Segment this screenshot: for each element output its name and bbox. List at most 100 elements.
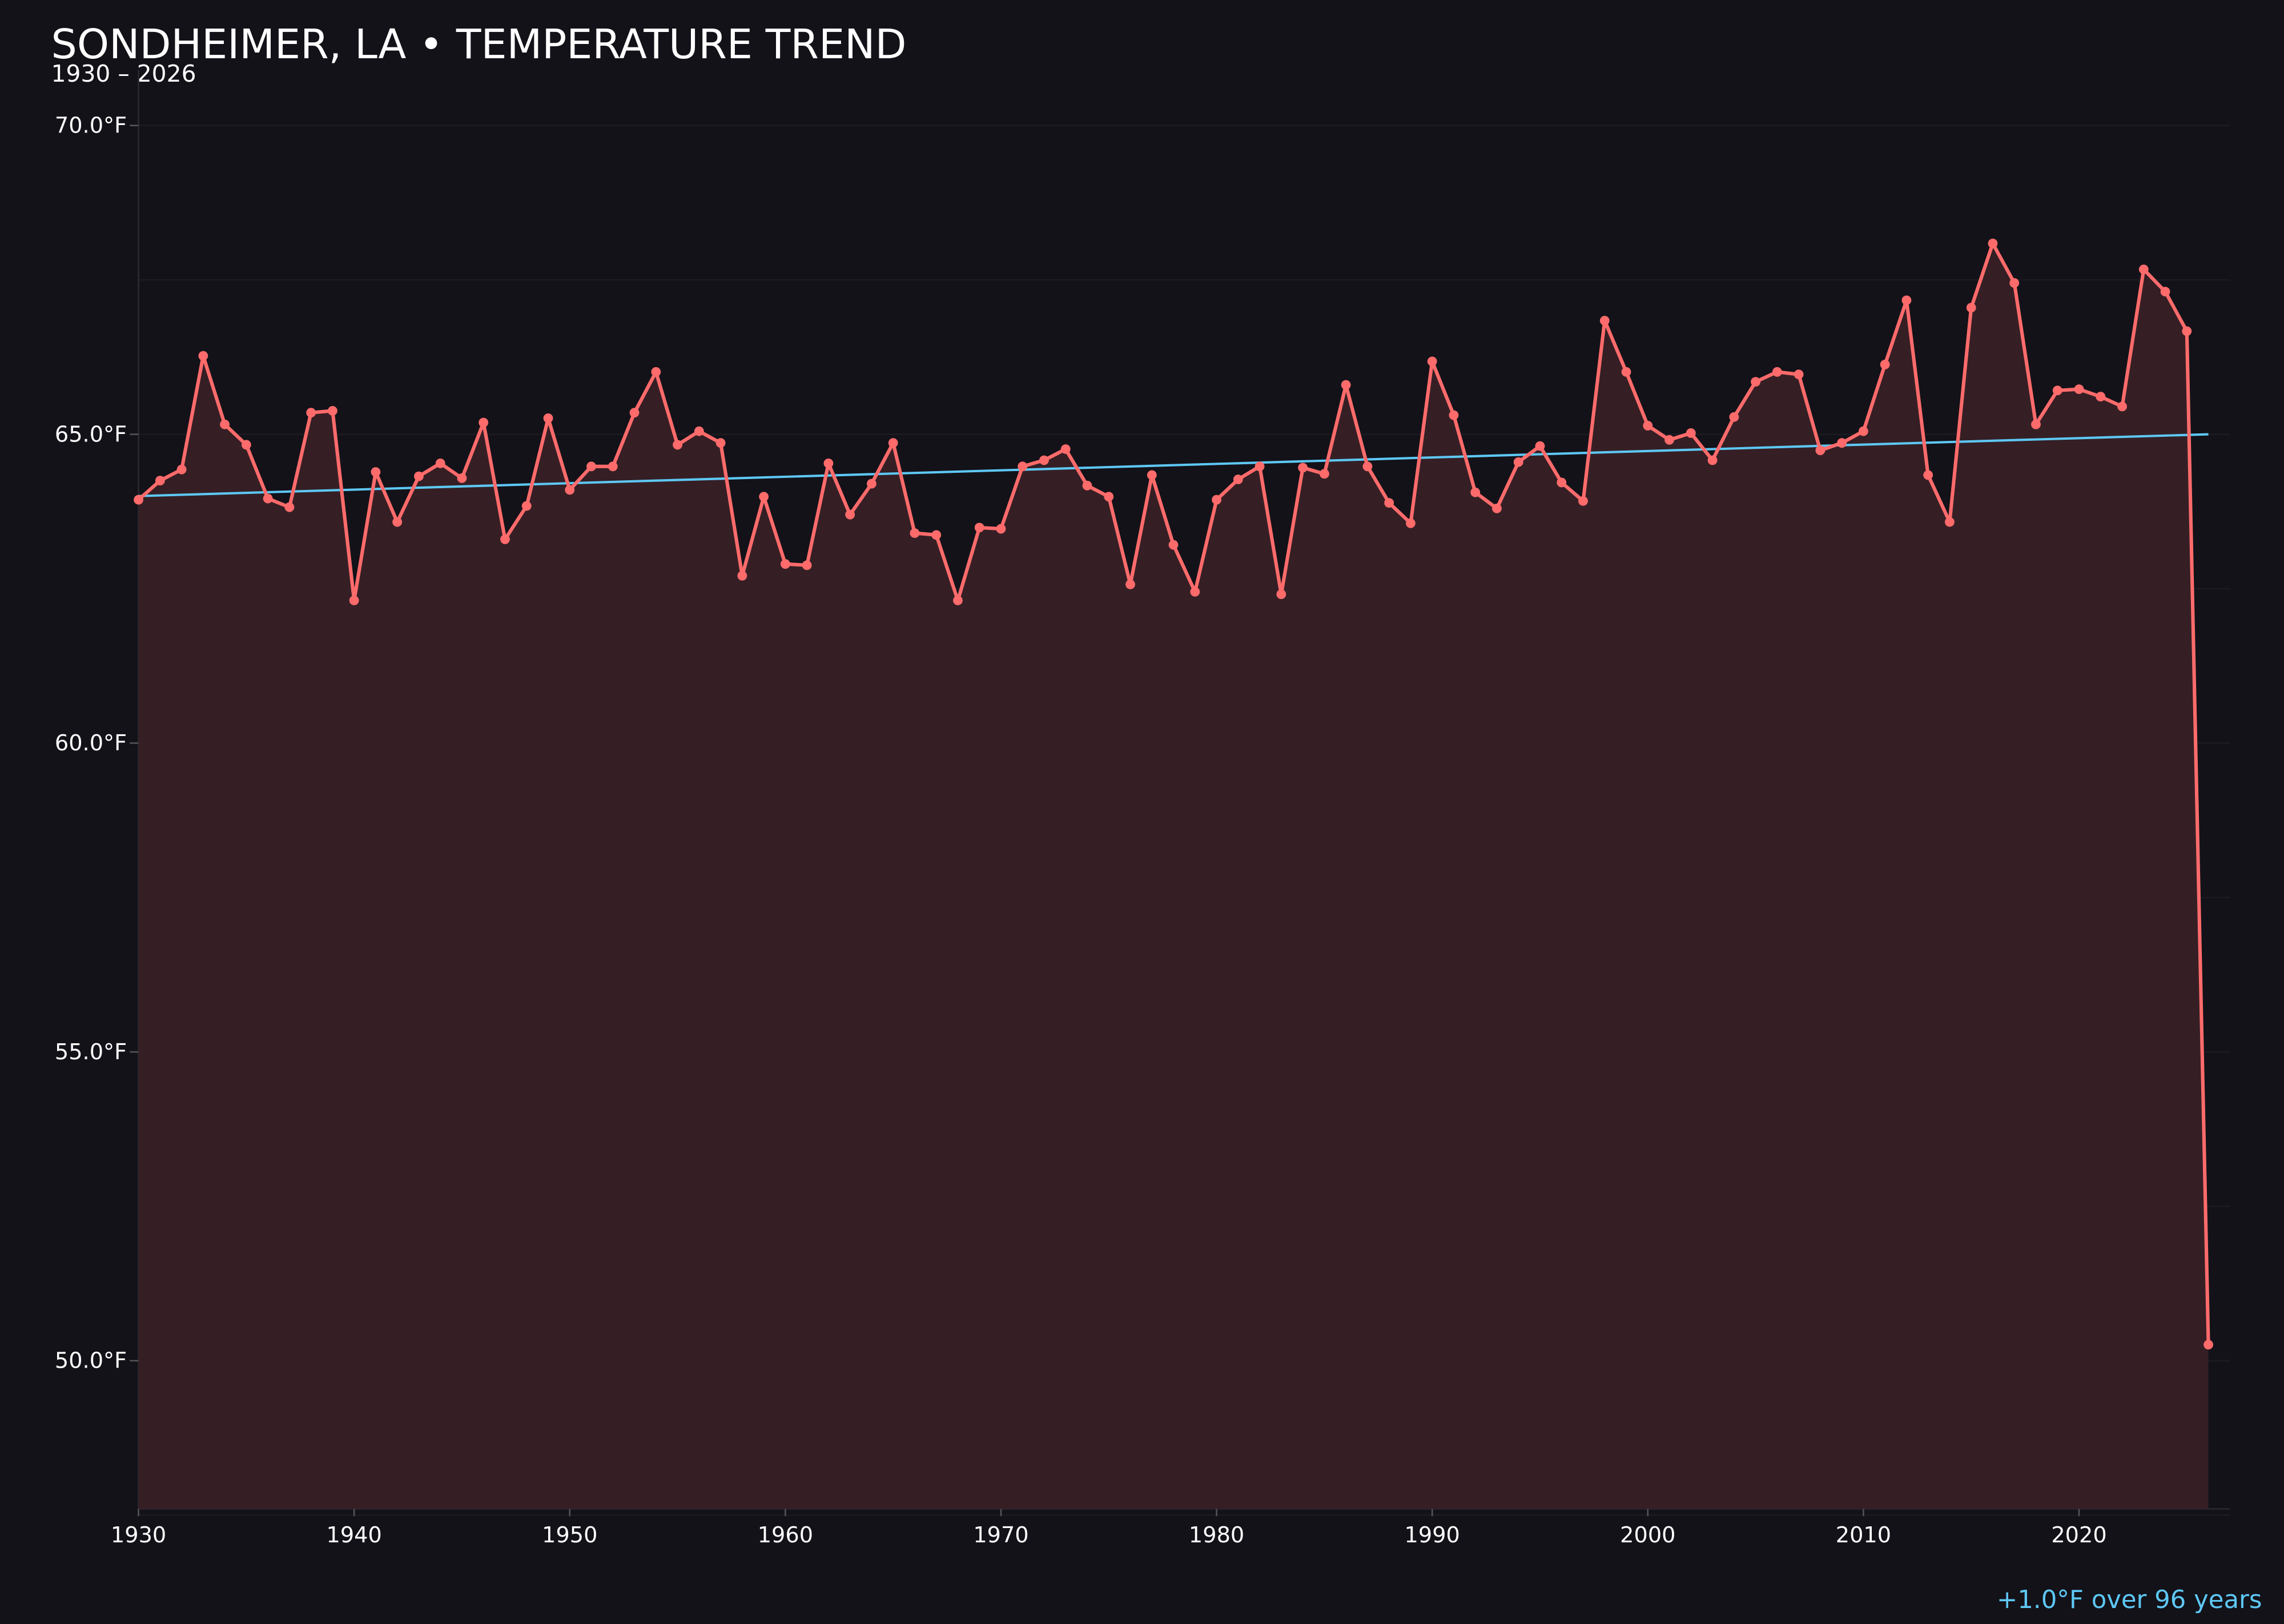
- data-point: [2160, 287, 2170, 297]
- x-tick-label: 1960: [758, 1522, 813, 1548]
- data-point: [1125, 579, 1135, 589]
- x-tick-label: 1930: [111, 1522, 166, 1548]
- x-tick-label: 1940: [327, 1522, 382, 1548]
- y-tick-label: 60.0°F: [55, 730, 127, 756]
- data-point: [888, 438, 898, 448]
- data-point: [1470, 487, 1481, 497]
- data-point: [2009, 278, 2020, 288]
- data-point: [845, 509, 855, 520]
- data-point: [1384, 498, 1394, 508]
- data-point: [306, 408, 316, 418]
- data-point: [176, 464, 187, 475]
- plot-area: [134, 238, 2214, 1509]
- data-point: [2052, 385, 2062, 396]
- y-tick-label: 55.0°F: [55, 1039, 127, 1065]
- x-tick-label: 2020: [2051, 1522, 2106, 1548]
- trend-line: [138, 433, 2209, 497]
- data-point: [1859, 426, 1868, 436]
- data-point: [1751, 377, 1761, 387]
- data-point: [478, 417, 489, 428]
- data-point: [1492, 503, 1502, 513]
- data-point: [629, 408, 640, 418]
- data-point: [2031, 419, 2041, 429]
- data-point: [1621, 367, 1631, 377]
- data-point: [780, 559, 790, 569]
- data-point: [1341, 380, 1351, 390]
- data-point: [1578, 496, 1588, 506]
- data-point: [521, 501, 532, 511]
- data-point: [1039, 455, 1049, 465]
- data-point: [2096, 392, 2106, 402]
- data-point: [1190, 586, 1200, 597]
- data-point: [565, 485, 575, 495]
- data-point: [1018, 461, 1028, 472]
- data-point: [349, 596, 359, 605]
- y-tick-label: 65.0°F: [55, 421, 127, 447]
- x-tick-label: 2000: [1620, 1522, 1675, 1548]
- data-point: [673, 440, 683, 450]
- data-point: [241, 440, 251, 450]
- data-point: [1557, 477, 1567, 488]
- data-point: [134, 495, 144, 505]
- data-point: [2138, 264, 2149, 275]
- data-point: [1082, 480, 1092, 491]
- data-point: [1988, 238, 1998, 248]
- data-point: [1923, 470, 1933, 480]
- data-point: [1880, 359, 1890, 369]
- data-point: [457, 473, 467, 483]
- data-point: [414, 471, 424, 481]
- data-point: [737, 570, 747, 581]
- data-point: [910, 528, 920, 538]
- data-point: [802, 560, 812, 570]
- data-point: [543, 413, 553, 423]
- data-point: [1901, 295, 1912, 305]
- y-tick-label: 50.0°F: [55, 1348, 127, 1374]
- data-point: [1513, 457, 1523, 467]
- data-point: [392, 517, 403, 527]
- x-tick-label: 1990: [1405, 1522, 1460, 1548]
- data-point: [823, 458, 834, 468]
- data-point: [1212, 495, 1222, 505]
- data-point: [2117, 401, 2127, 412]
- x-tick-label: 1980: [1189, 1522, 1244, 1548]
- data-point: [1233, 475, 1243, 484]
- trend-annotation: +1.0°F over 96 years: [1997, 1586, 2262, 1614]
- data-point: [1599, 316, 1610, 325]
- data-point: [586, 461, 596, 472]
- chart-subtitle: 1930 – 2026: [51, 60, 196, 87]
- data-point: [1168, 540, 1179, 550]
- data-point: [1254, 461, 1265, 472]
- data-point: [694, 426, 704, 436]
- data-point: [1815, 445, 1825, 456]
- data-point: [1837, 438, 1847, 448]
- data-point: [1966, 303, 1976, 313]
- x-tick-label: 2010: [1836, 1522, 1891, 1548]
- data-point: [1772, 367, 1782, 377]
- data-point: [867, 479, 876, 489]
- y-axis: 50.0°F 55.0°F 60.0°F 65.0°F 70.0°F: [55, 113, 139, 1374]
- x-axis: 1930 1940 1950 1960 1970 1980 1990 2000 2010 2020: [111, 1509, 2107, 1548]
- data-point: [931, 530, 942, 540]
- data-point: [198, 351, 208, 361]
- data-point: [1449, 410, 1459, 420]
- data-point: [1535, 441, 1545, 451]
- data-point: [1794, 369, 1804, 380]
- data-point: [608, 461, 618, 472]
- x-tick-label: 1950: [542, 1522, 597, 1548]
- data-point: [1104, 492, 1114, 502]
- data-point: [1362, 461, 1373, 472]
- data-point: [1060, 444, 1071, 454]
- data-point: [284, 502, 295, 512]
- data-point: [996, 524, 1006, 534]
- data-point: [500, 534, 510, 544]
- data-point: [953, 596, 963, 605]
- data-point: [371, 467, 381, 477]
- data-point: [1643, 421, 1653, 431]
- y-tick-label: 70.0°F: [55, 113, 127, 139]
- temperature-area-fill: [138, 243, 2209, 1509]
- data-point: [155, 476, 165, 486]
- chart-title: SONDHEIMER, LA • TEMPERATURE TREND: [51, 21, 907, 68]
- data-point: [974, 522, 984, 533]
- data-point: [1686, 428, 1696, 438]
